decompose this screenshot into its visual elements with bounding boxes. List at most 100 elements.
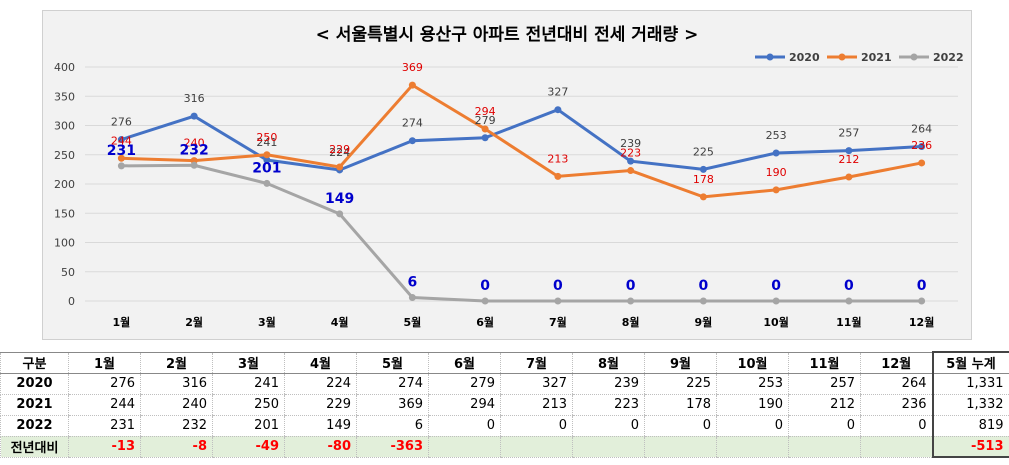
data-point-2020 [627,157,635,165]
data-label-2021: 223 [620,147,641,160]
data-label-2022: 0 [480,278,490,294]
table-cell: -80 [284,436,357,458]
data-table: 구분 1월 2월 3월 4월 5월 6월 7월 8월 9월 10월 11월 12월 5월 누계 2020 2… [0,351,1009,458]
x-tick-label: 5월 [403,315,421,329]
table-cell: 0 [788,415,861,437]
data-point-2022 [918,297,926,305]
table-cell: 253 [716,373,789,395]
row-label: 2022 [0,415,69,437]
table-cell: 276 [68,373,141,395]
table-cell: 190 [716,394,789,416]
x-tick-label: 10월 [763,315,788,329]
table-cell: 229 [284,394,357,416]
table-cell: 201 [212,415,285,437]
table-cell: 232 [140,415,213,437]
header-month: 5월 [356,351,429,374]
data-point-2022 [336,210,344,218]
row-label: 전년대비 [0,436,69,458]
row-label: 2020 [0,373,69,395]
x-tick-label: 4월 [331,315,349,329]
table-cell [500,436,573,458]
data-point-2021 [699,193,707,201]
table-cell [644,436,717,458]
table-cell: 0 [500,415,573,437]
table-cell: 0 [572,415,645,437]
x-tick-label: 1월 [112,315,130,329]
row-total: -513 [931,436,1009,458]
data-label-2020: 279 [475,114,496,127]
series-line-2022 [121,163,922,303]
row-total: 1,331 [931,373,1009,395]
table-cell [716,436,789,458]
table-cell: 250 [212,394,285,416]
data-label-2021: 190 [766,166,787,179]
y-tick-label: 350 [54,90,75,103]
header-month: 10월 [716,351,789,374]
data-point-2020 [408,137,416,145]
header-month: 12월 [860,351,933,374]
chart-panel: < 서울특별시 용산구 아파트 전년대비 전세 거래량 > 0 50 100 150 20… [42,10,972,340]
data-point-2022 [190,161,198,169]
table-cell: 240 [140,394,213,416]
table-cell: 236 [860,394,933,416]
data-label-2022: 201 [252,160,281,176]
table-cell: 6 [356,415,429,437]
data-label-2021: 178 [693,173,714,186]
data-label-2022: 0 [626,278,636,294]
series-line-2020 [120,108,922,172]
table-cell: 225 [644,373,717,395]
table-header-row: 구분 1월 2월 3월 4월 5월 6월 7월 8월 9월 10월 11월 12월 5월 누계 [0,351,1009,374]
data-label-2020: 264 [911,123,932,136]
x-tick-label: 3월 [258,315,276,329]
data-label-2022: 0 [917,278,927,294]
data-label-2020: 253 [766,129,787,142]
header-month: 1월 [68,351,141,374]
table-cell: 0 [644,415,717,437]
data-point-2021 [845,173,853,181]
y-tick-label: 150 [54,207,75,220]
data-label-2020: 225 [693,145,714,158]
table-cell: 274 [356,373,429,395]
y-tick-label: 100 [54,237,75,250]
table-cell [428,436,501,458]
table-cell: -13 [68,436,141,458]
table-cell: -49 [212,436,285,458]
data-label-2022: 0 [771,278,781,294]
data-point-2022 [845,297,853,305]
chart-title: < 서울특별시 용산구 아파트 전년대비 전세 거래량 > [316,25,699,45]
data-point-2020 [117,136,125,144]
legend-label-2020: 2020 [789,51,820,64]
data-point-2021 [627,167,635,175]
data-point-2021 [481,125,489,133]
data-point-2020 [263,156,271,164]
data-label-2022: 0 [553,278,563,294]
table-cell: 231 [68,415,141,437]
data-point-2021 [554,172,562,180]
table-cell: 294 [428,394,501,416]
data-point-2021 [336,163,344,171]
x-tick-label: 8월 [622,315,640,329]
y-tick-label: 400 [54,61,75,74]
x-tick-label: 2월 [185,315,203,329]
header-month: 2월 [140,351,213,374]
data-point-2021 [408,81,416,89]
data-label-2020: 224 [329,146,350,159]
data-label-2020: 274 [402,117,423,130]
header-label: 구분 [0,351,69,374]
data-label-2021: 213 [547,152,568,165]
table-cell: 244 [68,394,141,416]
data-label-2021: 236 [911,139,932,152]
data-label-2021: 240 [184,137,205,150]
legend-label-2022: 2022 [933,51,964,64]
data-label-2022: 0 [844,278,854,294]
data-label-2022: 231 [107,143,136,159]
table-cell [572,436,645,458]
y-tick-label: 300 [54,120,75,133]
data-label-2021: 212 [838,153,859,166]
legend-label-2021: 2021 [861,51,892,64]
data-label-2021: 369 [402,61,423,74]
data-label-2021: 244 [111,134,132,147]
row-label: 2021 [0,394,69,416]
x-tick-label: 7월 [549,315,567,329]
table-row: 2020 276 316 241 224 274 279 327 239 225 253 257 264… [0,373,1009,395]
